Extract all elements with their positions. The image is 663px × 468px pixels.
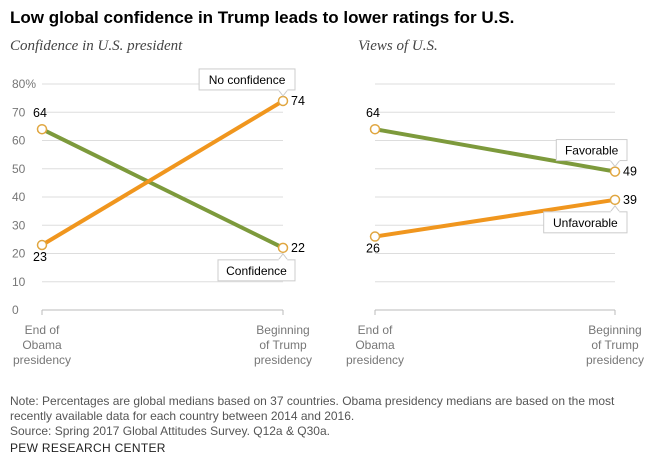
legend-callout-box: [198, 68, 296, 91]
legend-callout-mask: [610, 159, 620, 162]
data-label: 64: [33, 106, 47, 120]
data-label: 22: [291, 241, 305, 255]
note-text: Note: Percentages are global medians bas…: [10, 394, 615, 423]
legend-callout-mask: [278, 259, 288, 262]
x-category-line: Beginning: [256, 323, 310, 337]
data-label: 64: [366, 106, 380, 120]
y-tick-label: 70: [12, 105, 26, 119]
note: Note: Percentages are global medians bas…: [10, 394, 655, 439]
data-point: [369, 231, 381, 242]
legend-label: Unfavorable: [553, 216, 618, 230]
x-category-line: Beginning: [588, 323, 642, 337]
x-category-line: of Trump: [591, 338, 639, 352]
legend-label: Favorable: [565, 144, 619, 158]
chart-title: Low global confidence in Trump leads to …: [10, 8, 515, 27]
x-category-line: Obama: [22, 338, 62, 352]
legend-callout-pointer: [277, 253, 289, 261]
x-category-label: Beginning of Trump presidency: [243, 323, 323, 368]
legend-label: Confidence: [226, 264, 287, 278]
series-line-favorable: [374, 127, 616, 174]
data-label: 49: [623, 165, 637, 179]
series-line-confidence: [41, 127, 284, 250]
y-tick-label: 40: [12, 190, 26, 204]
legend-callout-pointer: [609, 205, 621, 213]
data-point: [609, 194, 621, 206]
x-category-line: Obama: [355, 338, 395, 352]
legend-callout-mask: [610, 211, 620, 214]
legend-callout-box: [217, 259, 296, 282]
data-label: 23: [33, 250, 47, 264]
legend-callout-mask: [278, 88, 288, 91]
x-category-label: End of Obama presidency: [2, 323, 82, 368]
x-category-line: of Trump: [259, 338, 307, 352]
right-panel-title: Views of U.S.: [358, 38, 438, 54]
y-tick-label: 10: [12, 275, 26, 289]
left-panel-title: Confidence in U.S. president: [10, 38, 183, 54]
x-category-label: Beginning of Trump presidency: [575, 323, 655, 368]
org-credit: PEW RESEARCH CENTER: [10, 441, 166, 455]
data-point: [277, 95, 289, 107]
legend-callout-pointer: [277, 89, 289, 97]
data-label: 39: [623, 193, 637, 207]
y-tick-label: 20: [12, 247, 26, 261]
data-point: [369, 123, 381, 135]
x-category-line: End of: [357, 323, 393, 337]
y-tick-label: 30: [12, 218, 26, 232]
x-category-line: End of: [24, 323, 60, 337]
legend-label: No confidence: [209, 73, 286, 87]
series-line-unfavorable: [374, 197, 616, 239]
data-point: [36, 123, 48, 135]
x-category-label: End of Obama presidency: [335, 323, 415, 368]
y-tick-label: 60: [12, 134, 26, 148]
legend-callout-box: [555, 139, 628, 162]
y-tick-label: 50: [12, 162, 26, 176]
legend-callout-pointer: [609, 159, 621, 168]
y-tick-label: 0: [12, 303, 19, 317]
legend-callout-box: [543, 211, 628, 234]
y-tick-label: 80%: [12, 77, 36, 91]
source-text: Source: Spring 2017 Global Attitudes Sur…: [10, 424, 330, 438]
data-label: 74: [291, 94, 305, 108]
x-category-line: presidency: [12, 353, 72, 367]
data-point: [609, 166, 621, 177]
series-line-no-confidence: [40, 99, 285, 247]
data-point: [277, 242, 289, 254]
x-category-line: presidency: [253, 353, 313, 367]
x-category-line: presidency: [345, 353, 405, 367]
data-point: [36, 239, 48, 251]
data-label: 26: [366, 242, 380, 256]
x-category-line: presidency: [585, 353, 645, 367]
